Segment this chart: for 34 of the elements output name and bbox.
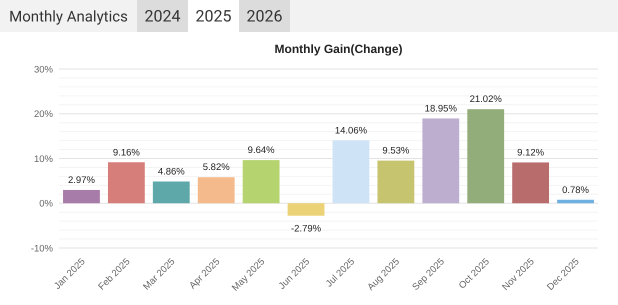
data-label: 18.95% xyxy=(424,103,458,114)
y-tick-label: 20% xyxy=(34,109,54,120)
data-label: -2.79% xyxy=(290,224,322,235)
text: 2026 xyxy=(246,6,282,26)
bar xyxy=(557,200,594,204)
bar xyxy=(242,160,280,204)
data-label: 9.16% xyxy=(112,147,140,158)
bar xyxy=(63,190,100,204)
data-label: 4.86% xyxy=(158,166,186,178)
bar xyxy=(377,160,414,204)
y-tick-label: 10% xyxy=(34,154,54,165)
bar xyxy=(422,118,460,204)
bar xyxy=(467,109,504,204)
bar xyxy=(152,182,190,204)
bar xyxy=(108,162,145,204)
y-tick-label: -10% xyxy=(30,243,54,254)
data-label: 5.82% xyxy=(202,162,230,174)
text: 2024 xyxy=(144,6,180,26)
y-tick-label: 30% xyxy=(34,64,54,76)
bar xyxy=(512,162,550,204)
text: 2025 xyxy=(196,6,232,26)
chart-title: Monthly Gain(Change) xyxy=(274,42,402,56)
data-label: 9.53% xyxy=(382,146,410,157)
bar xyxy=(288,203,324,216)
data-label: 14.06% xyxy=(334,125,368,136)
data-label: 2.97% xyxy=(68,174,96,186)
text: Monthly Analytics xyxy=(9,8,128,26)
data-label: 0.78% xyxy=(562,184,590,196)
data-label: 21.02% xyxy=(470,94,502,106)
bar xyxy=(198,177,235,204)
data-label: 9.64% xyxy=(248,145,276,156)
data-label: 9.12% xyxy=(517,147,545,158)
bar xyxy=(332,140,370,204)
y-tick-label: 0% xyxy=(39,198,54,210)
